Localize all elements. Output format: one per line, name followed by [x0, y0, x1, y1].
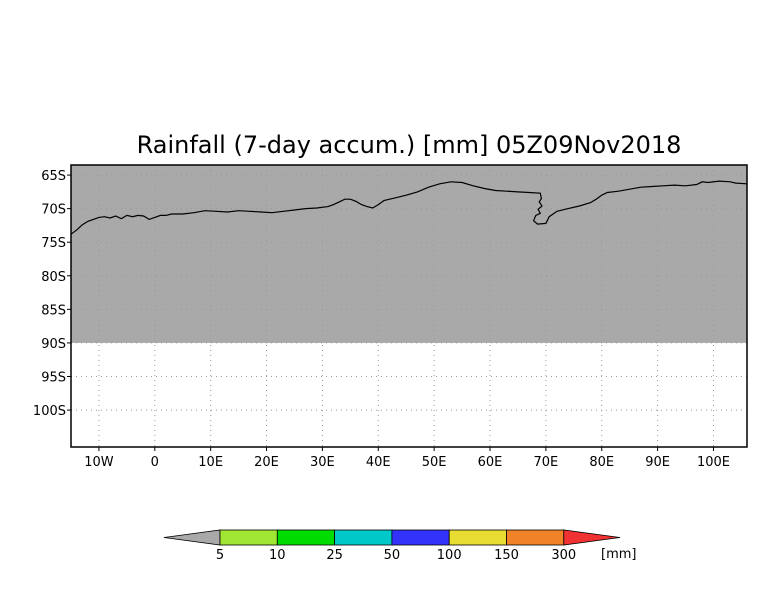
- lon-tick-label: 100E: [697, 455, 730, 470]
- lon-tick-label: 0: [151, 455, 159, 470]
- lon-tick-label: 40E: [366, 455, 391, 470]
- colorbar-segment: [391, 529, 450, 546]
- lon-tick-label: 10E: [198, 455, 223, 470]
- coastline: [71, 180, 747, 235]
- colorbar-segment: [448, 529, 507, 546]
- lat-tick-label: 95S: [41, 371, 66, 386]
- colorbar-segment: [219, 529, 278, 546]
- colorbar-segment: [563, 529, 621, 546]
- colorbar: 5 10 25 50 100 150 300 [mm]: [163, 529, 636, 563]
- lat-tick-label: 75S: [41, 236, 66, 251]
- lon-tick-label: 70E: [533, 455, 558, 470]
- colorbar-label: 100: [437, 548, 462, 563]
- colorbar-unit-label: [mm]: [601, 547, 636, 562]
- latitude-axis: 65S 70S 75S 80S 85S 90S 95S 100S: [33, 169, 71, 419]
- lon-tick-label: 50E: [422, 455, 447, 470]
- colorbar-segment: [276, 529, 335, 546]
- colorbar-segment: [506, 529, 565, 546]
- plot-frame: [70, 164, 748, 448]
- lon-tick-label: 20E: [254, 455, 279, 470]
- colorbar-segment: [334, 529, 393, 546]
- grid-lines: [71, 165, 747, 447]
- land-mask-region: [71, 165, 747, 343]
- colorbar-label: 25: [326, 548, 343, 563]
- lat-tick-label: 65S: [41, 169, 66, 184]
- lat-tick-label: 70S: [41, 203, 66, 218]
- lon-tick-label: 90E: [645, 455, 670, 470]
- lon-tick-label: 10W: [84, 455, 114, 470]
- lon-tick-label: 30E: [310, 455, 335, 470]
- plot-area: [71, 165, 747, 447]
- lat-tick-label: 80S: [41, 270, 66, 285]
- longitude-axis: 10W 0 10E 20E 30E 40E 50E 60E 70E 80E 90E 100E: [84, 447, 730, 470]
- colorbar-label: 5: [216, 548, 224, 563]
- colorbar-label: 10: [269, 548, 286, 563]
- lat-tick-label: 85S: [41, 303, 66, 318]
- colorbar-label: 300: [551, 548, 576, 563]
- colorbar-label: 150: [494, 548, 519, 563]
- map-title: Rainfall (7-day accum.) [mm] 05Z09Nov201…: [137, 131, 682, 159]
- lon-tick-label: 60E: [478, 455, 503, 470]
- lon-tick-label: 80E: [589, 455, 614, 470]
- colorbar-label: 50: [384, 548, 401, 563]
- lat-tick-label: 100S: [33, 404, 66, 419]
- lat-tick-label: 90S: [41, 337, 66, 352]
